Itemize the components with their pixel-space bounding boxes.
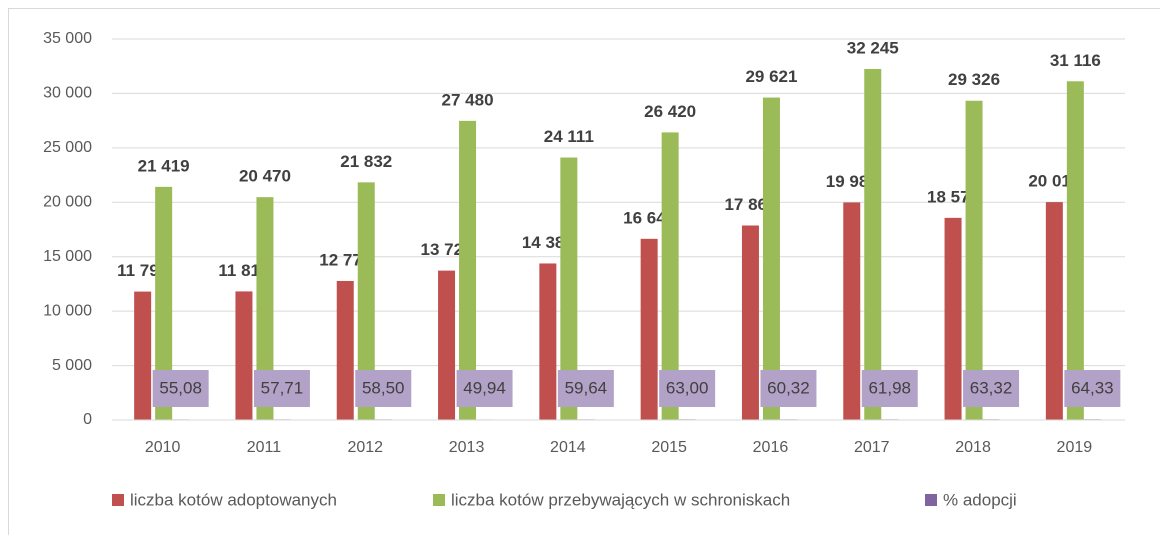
y-tick-label: 10 000 xyxy=(43,302,92,319)
y-tick-label: 25 000 xyxy=(43,139,92,156)
legend-label: liczba kotów adoptowanych xyxy=(130,490,337,509)
bar xyxy=(1066,81,1084,420)
data-label-box xyxy=(963,370,1020,407)
data-label-box xyxy=(557,370,614,407)
x-tick-label: 2016 xyxy=(753,439,789,456)
data-label: 59,64 xyxy=(565,378,608,397)
bar xyxy=(256,197,274,420)
data-label-box xyxy=(659,370,716,407)
x-tick-label: 2014 xyxy=(550,439,586,456)
y-tick-label: 15 000 xyxy=(43,248,92,265)
x-tick-label: 2012 xyxy=(347,439,383,456)
y-tick-label: 30 000 xyxy=(43,85,92,102)
data-label-box xyxy=(1064,370,1121,407)
bar xyxy=(864,68,882,420)
bar xyxy=(640,238,658,420)
data-label: 49,94 xyxy=(463,378,506,397)
data-label-box xyxy=(760,370,817,407)
bar xyxy=(944,217,962,420)
data-label: 20 470 xyxy=(239,167,291,186)
data-label: 63,32 xyxy=(970,378,1013,397)
bar xyxy=(155,186,173,420)
chart-frame xyxy=(8,8,1160,535)
bar xyxy=(843,202,861,420)
x-tick-label: 2019 xyxy=(1057,439,1093,456)
x-tick-label: 2010 xyxy=(145,439,181,456)
data-label: 29 326 xyxy=(948,70,1000,89)
bar xyxy=(459,120,477,421)
data-label: 60,32 xyxy=(767,378,810,397)
data-label: 61,98 xyxy=(868,378,911,397)
data-label: 55,08 xyxy=(159,378,202,397)
data-label: 21 832 xyxy=(340,152,392,171)
data-label: 21 419 xyxy=(138,156,190,175)
y-tick-label: 5 000 xyxy=(52,357,92,374)
x-tick-label: 2015 xyxy=(651,439,687,456)
data-label-box xyxy=(355,370,412,407)
data-label-box xyxy=(456,370,513,407)
y-tick-label: 35 000 xyxy=(43,30,92,47)
legend-swatch xyxy=(433,494,445,506)
bar xyxy=(134,291,152,420)
bar xyxy=(438,270,456,420)
legend-swatch xyxy=(925,494,937,506)
bar xyxy=(741,225,759,420)
bar xyxy=(235,291,253,420)
data-label-box xyxy=(253,370,310,407)
data-label: 27 480 xyxy=(442,90,494,109)
legend-swatch xyxy=(112,494,124,506)
y-tick-label: 20 000 xyxy=(43,194,92,211)
bar xyxy=(661,132,679,421)
data-label: 29 621 xyxy=(745,67,797,86)
x-tick-label: 2017 xyxy=(854,439,890,456)
data-label: 58,50 xyxy=(362,378,405,397)
data-label: 32 245 xyxy=(847,38,899,57)
bar xyxy=(357,182,375,420)
x-tick-label: 2013 xyxy=(449,439,485,456)
bar xyxy=(965,100,983,421)
legend-label: % adopcji xyxy=(943,490,1017,509)
bar xyxy=(1045,202,1063,420)
bar xyxy=(539,263,557,420)
data-label: 63,00 xyxy=(666,378,709,397)
data-label-box xyxy=(152,370,209,407)
y-tick-label: 0 xyxy=(83,411,92,428)
x-tick-label: 2011 xyxy=(247,439,282,456)
legend-label: liczba kotów przebywających w schroniska… xyxy=(451,490,790,509)
data-label: 31 116 xyxy=(1050,51,1101,70)
data-label: 26 420 xyxy=(644,102,696,121)
bar xyxy=(762,97,780,420)
data-label: 24 111 xyxy=(544,127,594,146)
bar xyxy=(560,157,578,420)
data-label-box xyxy=(861,370,918,407)
bar xyxy=(336,280,354,420)
data-label: 64,33 xyxy=(1071,378,1114,397)
x-tick-label: 2018 xyxy=(955,439,991,456)
data-label: 57,71 xyxy=(261,378,304,397)
